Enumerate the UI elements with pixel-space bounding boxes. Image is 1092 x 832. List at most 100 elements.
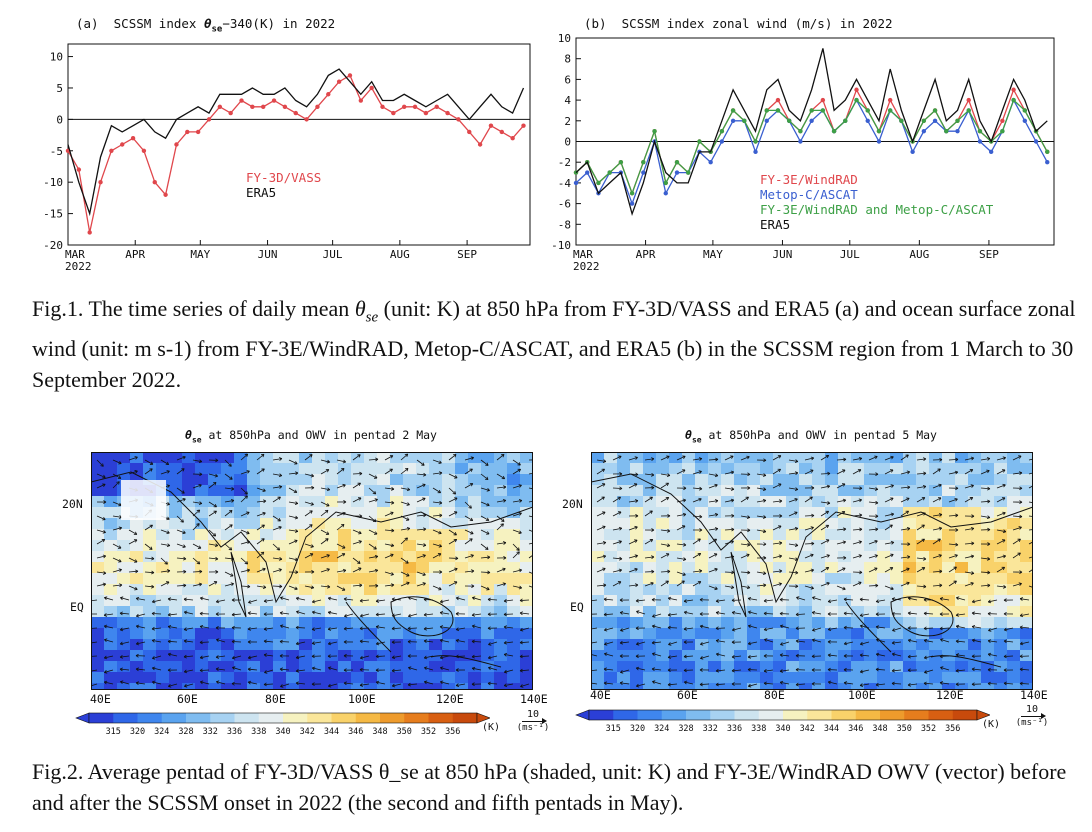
map-1-shade-cell <box>234 474 247 485</box>
map-1-shade-cell <box>143 452 156 463</box>
map-1-wind-vector-head <box>246 530 250 535</box>
map-1-wind-vector <box>432 529 442 534</box>
map-1-shade-cell <box>299 628 312 639</box>
map-2-wind-vector-head <box>604 642 608 646</box>
map-1-shade-cell <box>416 595 429 606</box>
map-2-wind-vector <box>772 525 782 531</box>
map-2-wind-vector <box>591 669 598 672</box>
map-1-wind-vector <box>344 613 354 617</box>
map-1-wind-vector <box>504 653 514 657</box>
map-2-wind-vector-head <box>827 680 832 685</box>
map-1-wind-vector <box>440 681 450 685</box>
map-2-shade-cell <box>747 551 760 562</box>
map-2-wind-vector-head <box>906 555 911 559</box>
map-2-wind-vector <box>788 487 798 490</box>
map-2-wind-vector-head <box>667 612 671 617</box>
map-1-shade-cell <box>338 661 351 672</box>
map-2-shade-cell <box>760 683 773 690</box>
map-1-wind-vector-head <box>183 627 188 632</box>
map-1-wind-vector-head <box>228 547 233 551</box>
map-2-shade-cell <box>669 672 682 683</box>
map-2-shade-cell <box>838 485 851 496</box>
map-2-wind-vector-head <box>810 526 814 530</box>
map-2-shade-cell <box>838 573 851 584</box>
map-1-wind-vector-head <box>247 667 251 672</box>
map-1-wind-vector-head <box>422 582 426 586</box>
map-2-shade-cell <box>929 463 942 474</box>
colorbar-1-level-label: 328 <box>178 727 193 736</box>
chart-b-series-2-point <box>607 170 612 175</box>
map-2-wind-vector <box>820 485 830 489</box>
map-2-shade-cell <box>695 463 708 474</box>
map-1-wind-vector-head <box>454 475 458 479</box>
map-1-wind-vector-head <box>357 560 361 564</box>
map-1-shade-cell <box>182 628 195 639</box>
map-1-wind-vector <box>91 655 98 657</box>
map-1-wind-vector-head <box>119 641 124 646</box>
map-1-shade-cell <box>325 529 338 540</box>
map-1-wind-vector <box>424 613 434 616</box>
chart-b-series-2-point <box>719 128 725 134</box>
chart-b-y-tick-label: 4 <box>564 94 571 107</box>
map-2-shade-cell <box>929 540 942 551</box>
map-2-wind-vector-head <box>665 580 669 584</box>
map-1-wind-vector-head <box>296 610 300 614</box>
map-1-wind-vector-head <box>212 533 217 537</box>
map-2-wind-vector-head <box>652 652 656 657</box>
map-2-wind-vector <box>700 641 710 645</box>
map-1-shade-cell <box>143 650 156 661</box>
map-2-wind-vector <box>612 569 622 573</box>
map-1-shade-cell <box>481 507 494 518</box>
map-1-wind-vector <box>456 639 466 643</box>
map-2-wind-vector-head <box>714 499 719 503</box>
map-2-wind-vector-head <box>875 514 879 519</box>
map-1-shade-cell <box>429 540 442 551</box>
map-1-shade-cell <box>104 463 117 474</box>
map-1-shade-cell <box>221 529 234 540</box>
map-2-wind-vector <box>939 655 950 657</box>
map-2-wind-vector-head <box>635 472 639 477</box>
colorbar-2-color-segment <box>589 710 614 720</box>
map-1-wind-vector <box>384 571 394 575</box>
map-2-wind-vector-head <box>634 539 638 543</box>
chart-a-series-0-point <box>239 98 244 103</box>
map-1-wind-vector-head <box>454 497 458 501</box>
map-2-shade-cell <box>864 617 877 628</box>
map-2-wind-vector-head <box>779 669 784 673</box>
map-1-shade-cell <box>247 518 260 529</box>
map-1-wind-vector-head <box>503 598 507 603</box>
map-2-shade-cell <box>695 661 708 672</box>
map-1-wind-vector-head <box>469 538 473 542</box>
map-1-wind-vector <box>295 627 306 629</box>
map-1-wind-vector <box>519 599 530 601</box>
map-1-shade-cell <box>208 485 221 496</box>
map-1-wind-vector-head <box>439 625 444 629</box>
map-2-wind-vector <box>591 641 598 644</box>
map-2-frame <box>591 452 1033 690</box>
map-2-wind-vector <box>596 542 606 545</box>
map-1-shade-cell <box>169 485 182 496</box>
chart-b-series-2-point <box>865 108 870 113</box>
map-2-shade-cell <box>630 540 643 551</box>
map-2-wind-vector-head <box>969 497 974 501</box>
map-2-shade-cell <box>682 628 695 639</box>
map-2-wind-vector-head <box>651 667 655 672</box>
map-1-wind-vector-head <box>134 470 138 474</box>
map-2-wind-vector <box>788 571 798 574</box>
map-2-wind-vector <box>596 459 606 462</box>
map-2-shade-cell <box>773 606 786 617</box>
map-2-shade-cell <box>669 628 682 639</box>
map-2-shade-cell <box>929 584 942 595</box>
map-2-shade-cell <box>955 540 968 551</box>
map-1-wind-vector-head <box>247 640 251 644</box>
map-1-wind-vector-head <box>248 600 252 604</box>
map-1-wind-vector-head <box>439 500 443 505</box>
map-1-wind-vector <box>528 515 533 518</box>
map-2-wind-vector-head <box>602 525 606 530</box>
map-2-shade-cell <box>838 617 851 628</box>
map-1-shade-cell <box>338 529 351 540</box>
map-1-wind-vector-head <box>263 627 268 631</box>
map-2-wind-vector-head <box>826 484 831 489</box>
map-2-wind-vector-head <box>874 455 878 460</box>
map-1-wind-vector-head <box>118 526 122 531</box>
